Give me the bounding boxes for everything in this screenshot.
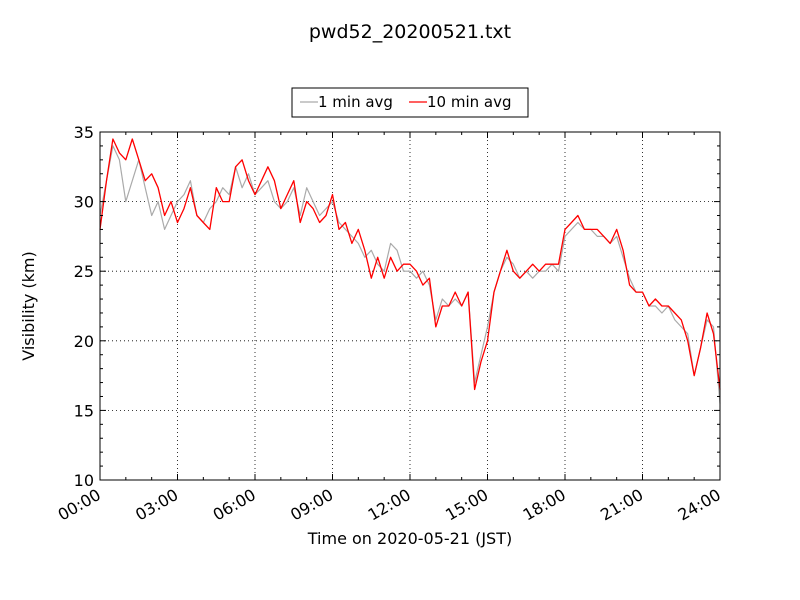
legend: 1 min avg 10 min avg — [291, 87, 529, 118]
x-tick-label: 00:00 — [55, 485, 104, 525]
y-tick-label: 25 — [74, 262, 94, 281]
y-tick-label: 30 — [74, 193, 94, 212]
y-tick-labels: 10 15 20 25 30 35 — [74, 123, 94, 490]
y-tick-label: 35 — [74, 123, 94, 142]
series-lines — [99, 138, 721, 404]
x-tick-label: 06:00 — [210, 485, 259, 525]
grid — [100, 132, 720, 480]
y-tick-label: 10 — [74, 471, 94, 490]
x-tick-label: 24:00 — [675, 485, 724, 525]
x-tick-label: 09:00 — [287, 485, 336, 525]
y-tick-label: 15 — [74, 401, 94, 420]
x-tick-label: 21:00 — [597, 485, 646, 525]
x-tick-label: 15:00 — [442, 485, 491, 525]
x-tick-label: 03:00 — [132, 485, 181, 525]
x-tick-labels: 00:00 03:00 06:00 09:00 12:00 15:00 18:00 21:00… — [55, 485, 724, 525]
x-axis-label: Time on 2020-05-21 (JST) — [307, 529, 512, 548]
legend-label-1min: 1 min avg — [318, 93, 393, 111]
axis-ticks — [99, 131, 721, 481]
series-line-10min-avg — [99, 138, 721, 391]
chart-title: pwd52_20200521.txt — [309, 21, 511, 43]
y-axis-label: Visibility (km) — [19, 251, 38, 360]
x-tick-label: 18:00 — [520, 485, 569, 525]
y-tick-label: 20 — [74, 332, 94, 351]
legend-label-10min: 10 min avg — [427, 93, 512, 111]
x-tick-label: 12:00 — [365, 485, 414, 525]
plot-area — [99, 131, 721, 481]
